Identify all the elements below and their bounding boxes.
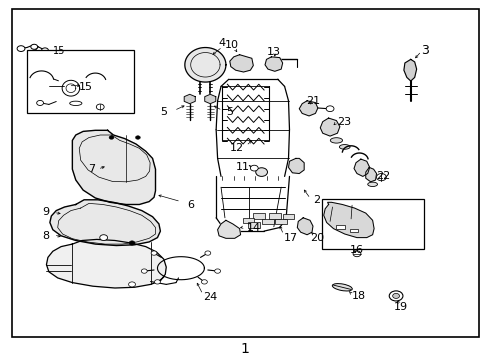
Polygon shape	[320, 118, 339, 136]
Polygon shape	[229, 55, 253, 72]
Bar	[282, 214, 294, 219]
Circle shape	[388, 291, 402, 301]
Circle shape	[151, 251, 157, 255]
Circle shape	[37, 100, 43, 105]
Circle shape	[214, 269, 220, 273]
Text: 23: 23	[337, 117, 351, 127]
Circle shape	[392, 293, 399, 298]
Polygon shape	[288, 158, 304, 174]
Bar	[268, 213, 280, 219]
Polygon shape	[204, 94, 215, 104]
Polygon shape	[72, 130, 155, 204]
Text: 1: 1	[240, 342, 248, 356]
Ellipse shape	[330, 138, 342, 143]
Bar	[242, 218, 254, 223]
Ellipse shape	[69, 101, 81, 105]
Circle shape	[31, 44, 38, 49]
Circle shape	[100, 235, 107, 240]
Bar	[253, 213, 264, 219]
Circle shape	[41, 48, 48, 53]
Text: 5: 5	[160, 107, 167, 117]
Circle shape	[352, 251, 360, 257]
Circle shape	[201, 280, 207, 284]
Polygon shape	[46, 239, 166, 288]
Text: 17: 17	[284, 233, 297, 243]
Text: 11: 11	[235, 162, 249, 172]
Polygon shape	[184, 48, 225, 82]
Circle shape	[255, 168, 267, 176]
Text: 21: 21	[305, 96, 319, 106]
Text: 6: 6	[187, 200, 194, 210]
Circle shape	[154, 280, 160, 284]
Polygon shape	[50, 200, 160, 246]
Text: 20: 20	[309, 233, 323, 243]
Ellipse shape	[332, 284, 351, 291]
Polygon shape	[365, 167, 376, 182]
Circle shape	[129, 241, 135, 245]
Text: 7: 7	[88, 164, 95, 174]
Text: 4: 4	[219, 38, 225, 48]
Polygon shape	[217, 220, 240, 238]
Polygon shape	[297, 218, 312, 235]
Text: 16: 16	[349, 245, 363, 255]
Text: 15: 15	[79, 82, 92, 93]
Circle shape	[376, 174, 386, 181]
Text: 8: 8	[41, 231, 49, 241]
Polygon shape	[299, 101, 317, 116]
Bar	[349, 229, 358, 232]
Polygon shape	[323, 202, 373, 238]
Bar	[27, 50, 134, 113]
Circle shape	[109, 136, 114, 139]
Circle shape	[204, 251, 210, 255]
Bar	[262, 219, 273, 224]
Circle shape	[141, 269, 147, 273]
Ellipse shape	[339, 145, 349, 149]
Text: 12: 12	[229, 143, 243, 153]
Circle shape	[250, 165, 258, 171]
Bar	[248, 222, 260, 228]
Text: 10: 10	[225, 40, 239, 50]
Polygon shape	[403, 59, 416, 81]
Polygon shape	[184, 94, 195, 104]
Ellipse shape	[367, 182, 377, 186]
Text: 22: 22	[376, 171, 390, 181]
Circle shape	[128, 282, 135, 287]
Text: 3: 3	[421, 44, 428, 57]
Bar	[275, 219, 286, 224]
Text: 19: 19	[393, 302, 407, 312]
Bar	[321, 199, 424, 249]
Circle shape	[17, 46, 25, 51]
Circle shape	[96, 104, 104, 110]
Text: 13: 13	[266, 47, 280, 57]
Bar	[336, 225, 345, 229]
Text: 15: 15	[53, 46, 65, 56]
Polygon shape	[353, 159, 369, 176]
Polygon shape	[264, 57, 282, 71]
Circle shape	[325, 106, 333, 112]
Text: 24: 24	[203, 292, 217, 302]
Text: 14: 14	[246, 222, 261, 233]
Text: 9: 9	[41, 207, 49, 217]
Text: 5: 5	[226, 107, 233, 117]
Circle shape	[135, 136, 140, 139]
Text: 2: 2	[312, 195, 320, 205]
Text: 18: 18	[351, 291, 366, 301]
